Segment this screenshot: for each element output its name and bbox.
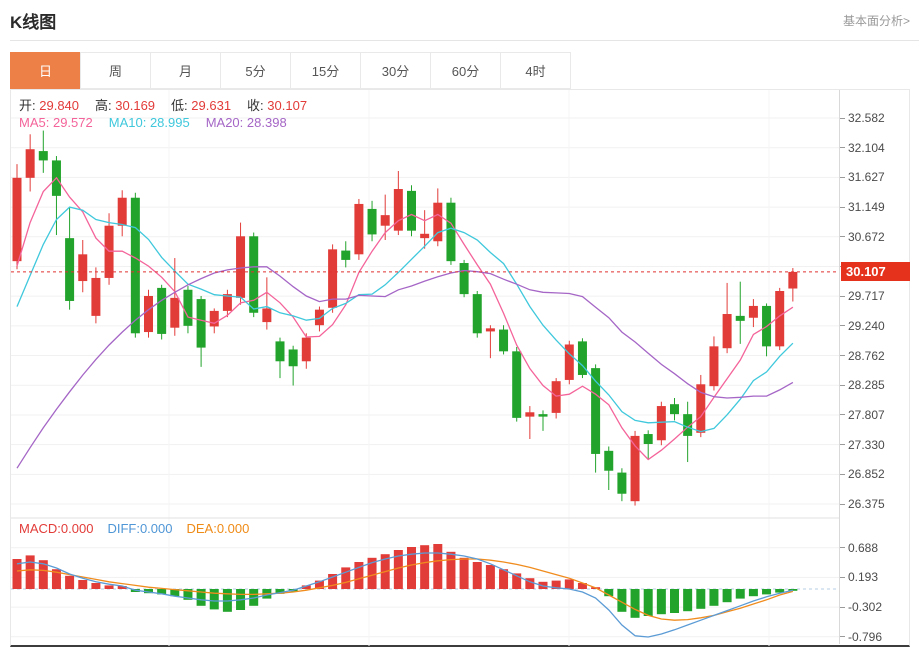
- tab-60分[interactable]: 60分: [430, 52, 501, 89]
- macd-legend: MACD:0.000 DIFF:0.000 DEA:0.000: [19, 521, 249, 536]
- price-axis-label-27.330-tick: [840, 444, 845, 446]
- page-title: K线图: [10, 12, 57, 32]
- price-axis-label-31.627-tick: [840, 176, 845, 178]
- price-axis-label-26.375: 26.375: [848, 497, 885, 511]
- macd-axis-label-0.193-tick: [840, 576, 845, 578]
- price-axis-label-31.149: 31.149: [848, 200, 885, 215]
- tab-30分[interactable]: 30分: [360, 52, 431, 89]
- price-axis-label-28.762: 28.762: [848, 348, 885, 363]
- macd-axis-label--0.302-tick: [840, 606, 845, 608]
- price-axis-label-26.375-tick: [840, 503, 845, 505]
- ma-legend: MA5: 29.572 MA10: 28.995 MA20: 28.398: [19, 115, 287, 130]
- price-axis-label-29.717-tick: [840, 295, 845, 297]
- page-header: K线图 基本面分析>: [10, 0, 919, 41]
- price-axis: 30.107 32.58232.10431.62731.14930.67230.…: [839, 90, 910, 644]
- tab-日[interactable]: 日: [10, 52, 81, 89]
- price-axis-label-29.240: 29.240: [848, 318, 885, 333]
- price-axis-label-28.762-tick: [840, 355, 845, 357]
- price-axis-label-32.104: 32.104: [848, 140, 885, 155]
- ma5-legend: MA5: 29.572: [19, 115, 93, 130]
- fundamental-analysis-link[interactable]: 基本面分析>: [842, 13, 910, 28]
- price-axis-label-27.807-tick: [840, 414, 845, 416]
- price-axis-label-28.285: 28.285: [848, 378, 885, 393]
- price-axis-label-29.717: 29.717: [848, 289, 885, 304]
- price-axis-label-30.672-tick: [840, 236, 845, 238]
- macd-axis-label--0.302: -0.302: [848, 600, 883, 615]
- price-axis-label-32.582-tick: [840, 117, 845, 119]
- ma10-legend: MA10: 28.995: [108, 115, 190, 130]
- macd-value: MACD:0.000: [19, 521, 94, 536]
- price-axis-label-32.104-tick: [840, 147, 845, 149]
- dea-value: DEA:0.000: [186, 521, 250, 536]
- macd-axis-label-0.688-tick: [840, 547, 845, 549]
- ohlc-open: 开: 29.840: [19, 98, 80, 113]
- price-axis-label-28.285-tick: [840, 384, 845, 386]
- price-axis-label-27.807: 27.807: [848, 407, 885, 422]
- ohlc-bar: 开: 29.840 高: 30.169 低: 29.631 收: 30.107: [19, 95, 307, 114]
- period-tab-bar: 日周月 5分 15分 30分 60分 4时: [10, 52, 919, 89]
- macd-axis-label--0.796: -0.796: [848, 629, 883, 644]
- tab-周[interactable]: 周: [80, 52, 151, 89]
- kline-chart-area: 开: 29.840 高: 30.169 低: 29.631 收: 30.107 …: [10, 89, 910, 647]
- price-axis-label-26.852: 26.852: [848, 467, 885, 482]
- price-axis-label-29.240-tick: [840, 325, 845, 327]
- price-axis-label-32.582: 32.582: [848, 111, 885, 125]
- kline-plot[interactable]: [11, 90, 839, 646]
- tab-5分[interactable]: 5分: [220, 52, 291, 89]
- ma20-legend: MA20: 28.398: [205, 115, 287, 130]
- tab-4时[interactable]: 4时: [500, 52, 571, 89]
- ohlc-low: 低: 29.631: [171, 98, 232, 113]
- price-axis-label-26.852-tick: [840, 473, 845, 475]
- macd-axis-label-0.688: 0.688: [848, 540, 879, 555]
- ohlc-high: 高: 30.169: [95, 98, 156, 113]
- diff-value: DIFF:0.000: [107, 521, 173, 536]
- macd-axis-label-0.193: 0.193: [848, 570, 879, 585]
- price-axis-label-27.330: 27.330: [848, 437, 885, 452]
- current-price-tag: 30.107: [841, 262, 910, 282]
- tab-月[interactable]: 月: [150, 52, 221, 89]
- ohlc-close: 收: 30.107: [247, 98, 308, 113]
- price-axis-label-31.627: 31.627: [848, 170, 885, 185]
- macd-axis-label--0.796-tick: [840, 636, 845, 638]
- tab-15分[interactable]: 15分: [290, 52, 361, 89]
- price-axis-label-31.149-tick: [840, 206, 845, 208]
- price-axis-label-30.672: 30.672: [848, 229, 885, 244]
